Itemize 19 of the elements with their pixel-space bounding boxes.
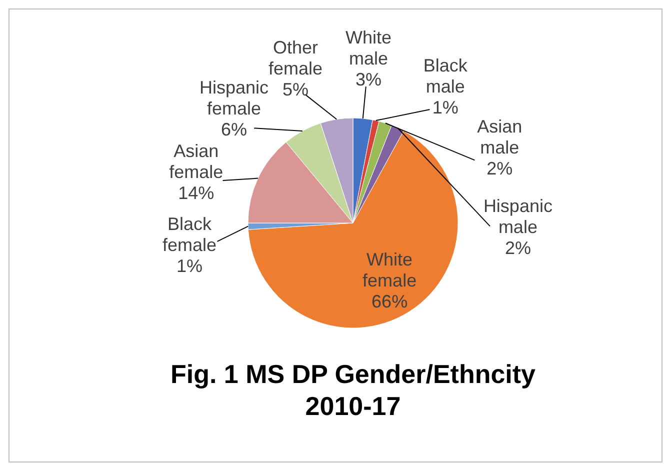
slice-label: Hispanic female bbox=[199, 78, 268, 119]
slice-label: Black female bbox=[162, 214, 217, 256]
data-label: 2% bbox=[486, 158, 513, 178]
slice-label: Hispanic male bbox=[483, 196, 552, 237]
data-label: 1% bbox=[432, 97, 458, 118]
text: Fig. 1 MS DP Gender/Ethncity 2010-17 bbox=[170, 359, 536, 421]
data-label: 6% bbox=[220, 120, 247, 140]
slice-label: Black male bbox=[423, 55, 468, 96]
data-label: 2% bbox=[504, 238, 531, 258]
data-label: 5% bbox=[282, 79, 309, 100]
data-label: 66% bbox=[372, 292, 408, 312]
slice-label: White male bbox=[346, 28, 392, 69]
slice-label: Asian male bbox=[477, 116, 522, 158]
data-label: 14% bbox=[178, 182, 214, 203]
data-label: 3% bbox=[356, 70, 382, 90]
slice-label: White female bbox=[362, 250, 417, 291]
slice-label: Other female bbox=[268, 37, 323, 78]
slice-label: Asian female bbox=[169, 140, 224, 182]
data-label: 1% bbox=[176, 256, 203, 276]
